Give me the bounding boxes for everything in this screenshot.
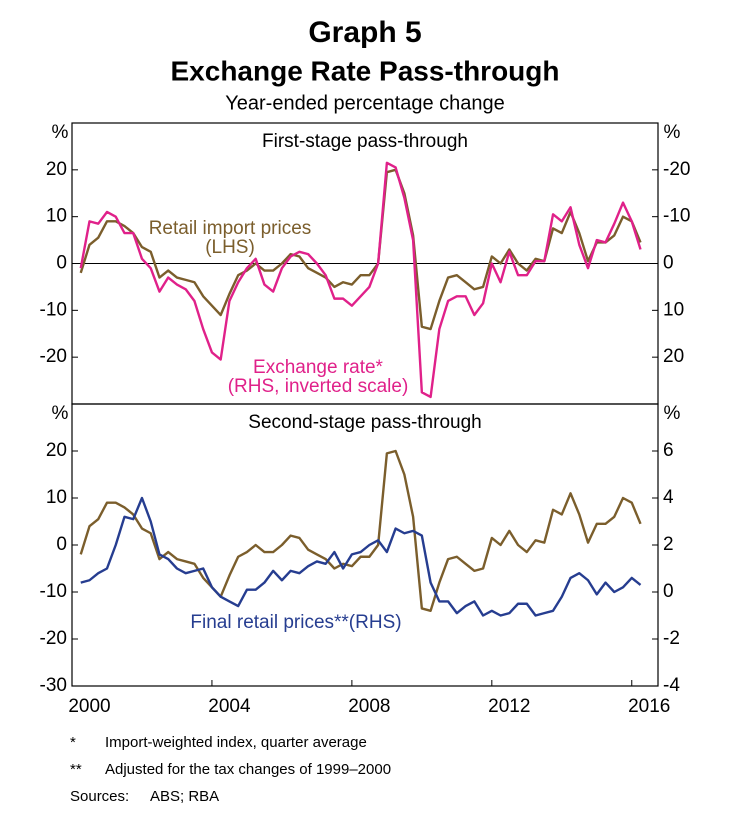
series-label: Retail import prices (149, 218, 312, 239)
sources-label: Sources: (70, 788, 129, 805)
x-tick-label: 2004 (208, 696, 251, 717)
y-tick-label: -30 (40, 675, 67, 696)
y-tick-label: 0 (56, 534, 67, 555)
x-tick-label: 2016 (628, 696, 670, 717)
footnote-text: Import-weighted index, quarter average (105, 734, 367, 751)
y-tick-label: -10 (40, 581, 67, 602)
y2-tick-label: 2 (663, 534, 674, 555)
graph-number: Graph 5 (308, 16, 421, 49)
footnote-mark: * (70, 734, 76, 751)
footnote-mark: ** (70, 761, 82, 778)
chart-subtitle: Year-ended percentage change (225, 92, 505, 114)
y-tick-label: 10 (46, 487, 67, 508)
series-line (79, 168, 642, 331)
y2-tick-label: -2 (663, 628, 680, 649)
y-tick-label: 20 (46, 159, 67, 180)
y2-tick-label: 20 (663, 346, 684, 367)
y2-tick-label: -10 (663, 206, 690, 227)
series-label: Final retail prices**(RHS) (190, 612, 401, 633)
y2-tick-label: 0 (663, 581, 674, 602)
y-tick-label: -20 (40, 628, 67, 649)
footnote-text: Adjusted for the tax changes of 1999–200… (105, 761, 391, 778)
y-tick-label: 0 (56, 253, 67, 274)
series-line (79, 449, 642, 612)
plot-frame (71, 403, 659, 687)
series-label: Exchange rate* (253, 357, 384, 378)
y2-tick-label: 6 (663, 440, 674, 461)
x-tick-label: 2008 (348, 696, 390, 717)
y2-axis-label: % (664, 122, 681, 143)
y2-tick-label: 4 (663, 487, 674, 508)
sources-text: ABS; RBA (150, 788, 219, 805)
y-axis-label: % (52, 403, 69, 424)
series-note: (LHS) (205, 237, 255, 258)
series-note: (RHS, inverted scale) (228, 376, 409, 397)
chart-title: Exchange Rate Pass-through (171, 55, 560, 86)
y2-tick-label: 0 (663, 253, 674, 274)
y-tick-label: -10 (40, 299, 67, 320)
panel-title: Second-stage pass-through (248, 412, 481, 433)
x-tick-label: 2012 (488, 696, 530, 717)
y2-tick-label: -4 (663, 675, 680, 696)
y-tick-label: 20 (46, 440, 67, 461)
x-tick-label: 2000 (68, 696, 110, 717)
series-line (79, 161, 642, 399)
y2-tick-label: -20 (663, 159, 690, 180)
y2-tick-label: 10 (663, 299, 684, 320)
y-tick-label: -20 (40, 346, 67, 367)
y2-axis-label: % (664, 403, 681, 424)
y-tick-label: 10 (46, 206, 67, 227)
panel-title: First-stage pass-through (262, 131, 468, 152)
series-line (80, 496, 642, 617)
y-axis-label: % (52, 122, 69, 143)
